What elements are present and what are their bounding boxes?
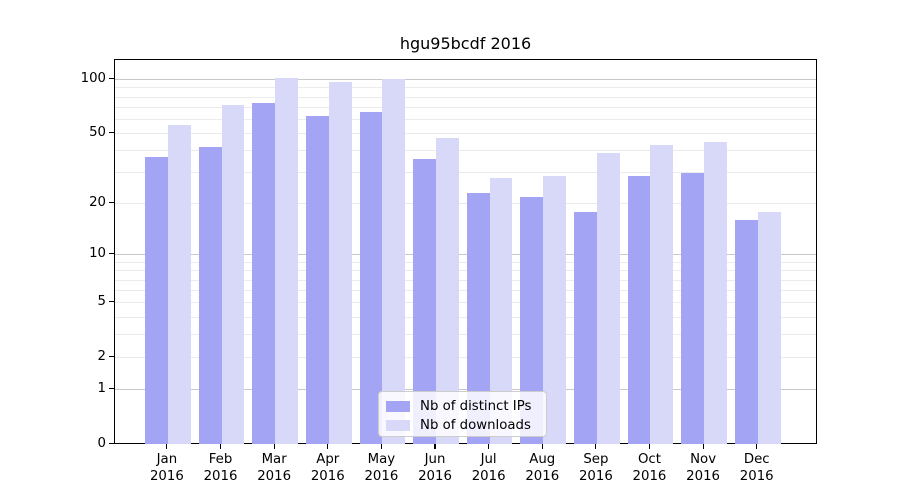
legend-swatch-distinct-ips [386, 401, 410, 412]
x-tick-mark [434, 444, 436, 449]
legend-swatch-downloads [386, 420, 410, 431]
bar-aug-downloads [543, 175, 567, 444]
y-tick-label: 0 [97, 435, 106, 451]
minor-gridline [115, 172, 816, 174]
x-tick-label: Jul 2016 [471, 452, 506, 484]
bar-jul-distinct-ips [466, 193, 490, 444]
bar-apr-distinct-ips [305, 115, 329, 444]
bar-jan-distinct-ips [145, 156, 168, 444]
x-tick-label: Sep 2016 [578, 452, 613, 484]
y-tick-mark [109, 356, 114, 358]
major-gridline [115, 79, 816, 81]
major-gridline [115, 389, 816, 391]
bar-mar-downloads [275, 78, 298, 444]
y-tick-mark [109, 301, 114, 303]
x-tick-mark [595, 444, 597, 449]
y-tick-label: 50 [89, 124, 106, 140]
bar-apr-downloads [328, 81, 352, 444]
y-tick-mark [109, 442, 114, 445]
minor-gridline [115, 150, 816, 152]
y-tick-label: 100 [80, 70, 106, 86]
major-gridline [115, 254, 816, 256]
minor-gridline [115, 302, 816, 304]
minor-gridline [115, 87, 816, 89]
chart-title: hgu95bcdf 2016 [399, 34, 532, 53]
minor-gridline [115, 270, 816, 272]
x-tick-label: Dec 2016 [739, 452, 774, 484]
bar-nov-downloads [704, 141, 727, 444]
x-tick-mark [380, 444, 382, 449]
x-tick-label: May 2016 [364, 452, 399, 484]
minor-gridline [115, 203, 816, 205]
x-tick-mark [327, 444, 329, 449]
y-tick-mark [109, 388, 114, 390]
minor-gridline [115, 106, 816, 108]
minor-gridline [115, 357, 816, 359]
y-tick-mark [109, 77, 114, 80]
bar-jul-downloads [489, 178, 513, 444]
bar-feb-distinct-ips [198, 147, 222, 444]
plot-area: Nb of distinct IPs Nb of downloads [114, 59, 817, 444]
bar-aug-distinct-ips [520, 196, 544, 444]
x-tick-mark [166, 444, 168, 449]
legend-row-distinct-ips: Nb of distinct IPs [386, 397, 538, 416]
minor-gridline [115, 261, 816, 263]
minor-gridline [115, 133, 816, 135]
bar-sep-downloads [596, 152, 620, 444]
x-tick-mark [488, 444, 490, 449]
bar-jun-downloads [436, 138, 459, 444]
bar-oct-distinct-ips [627, 175, 651, 444]
bar-dec-distinct-ips [734, 220, 758, 444]
x-tick-label: Jun 2016 [418, 452, 452, 484]
x-tick-label: Nov 2016 [686, 452, 721, 484]
x-tick-mark [541, 444, 543, 449]
minor-gridline [115, 316, 816, 318]
x-tick-label: Apr 2016 [310, 452, 345, 484]
bar-mar-distinct-ips [252, 103, 276, 444]
y-tick-label: 2 [97, 348, 106, 364]
bar-feb-downloads [221, 105, 245, 444]
x-tick-label: Mar 2016 [257, 452, 292, 484]
y-tick-mark [109, 202, 114, 204]
bar-may-downloads [382, 78, 406, 444]
legend-label-downloads: Nb of downloads [420, 418, 531, 433]
bar-oct-downloads [650, 145, 674, 444]
x-tick-label: Feb 2016 [203, 452, 238, 484]
x-tick-mark [702, 444, 704, 449]
y-tick-label: 1 [97, 380, 106, 396]
x-tick-mark [648, 444, 651, 449]
x-tick-mark [756, 444, 758, 449]
bar-jun-distinct-ips [413, 158, 436, 444]
minor-gridline [115, 279, 816, 281]
legend: Nb of distinct IPs Nb of downloads [378, 391, 547, 437]
minor-gridline [115, 118, 816, 120]
bar-jan-downloads [167, 124, 191, 444]
legend-row-downloads: Nb of downloads [386, 416, 538, 435]
y-tick-mark [109, 253, 114, 255]
x-tick-label: Oct 2016 [632, 452, 667, 484]
y-tick-mark [109, 132, 114, 134]
x-tick-mark [219, 444, 222, 449]
bar-dec-downloads [757, 211, 781, 444]
x-tick-mark [273, 444, 275, 449]
y-tick-label: 10 [89, 245, 106, 261]
y-tick-label: 20 [89, 194, 106, 210]
minor-gridline [115, 96, 816, 98]
bar-may-distinct-ips [359, 112, 383, 444]
minor-gridline [115, 334, 816, 336]
minor-gridline [115, 290, 816, 292]
y-tick-label: 5 [97, 293, 106, 309]
x-tick-label: Aug 2016 [525, 452, 560, 484]
bar-sep-distinct-ips [574, 211, 597, 444]
bar-nov-distinct-ips [681, 172, 705, 444]
x-tick-label: Jan 2016 [149, 452, 184, 484]
legend-label-distinct-ips: Nb of distinct IPs [420, 399, 532, 414]
